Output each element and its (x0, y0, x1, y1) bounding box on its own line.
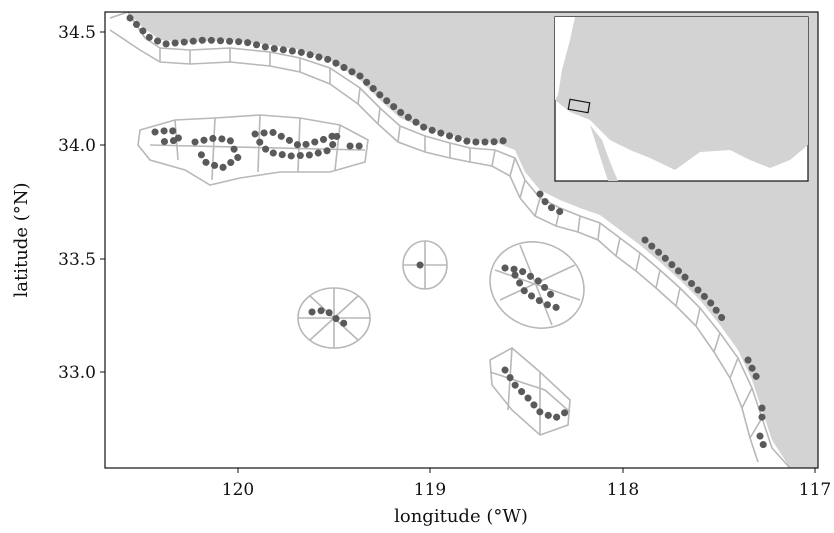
santa-barbara-island-cells (402, 240, 448, 290)
x-tick-label: 119 (414, 480, 446, 500)
mainland-track-south (536, 190, 770, 456)
y-tick-label: 34.0 (58, 136, 96, 156)
x-tick-label: 118 (607, 480, 639, 500)
y-tick-label: 33.5 (58, 250, 96, 270)
x-tick-label: 120 (222, 480, 254, 500)
northern-islands-track (151, 126, 366, 172)
plot-frame (104, 11, 819, 469)
coastal-grid-cells (109, 11, 791, 469)
inset-map (554, 16, 809, 182)
y-tick-label: 33.0 (58, 363, 96, 383)
san-nicolas-island-track (308, 306, 356, 330)
y-axis: 33.0 33.5 34.0 34.5 latitude (°N) (11, 23, 105, 383)
y-axis-title: latitude (°N) (11, 183, 32, 298)
x-axis-title: longitude (°W) (394, 506, 528, 527)
santa-catalina-island-cells (489, 241, 585, 329)
santa-catalina-island-track (501, 264, 562, 312)
y-tick-label: 34.5 (58, 23, 96, 43)
santa-barbara-island-track (416, 261, 432, 272)
x-axis: 120 119 118 117 longitude (°W) (222, 468, 831, 527)
survey-points (126, 14, 770, 456)
mainland-track (126, 14, 514, 146)
san-clemente-island-track (501, 366, 570, 422)
san-clemente-island-cells (489, 347, 571, 436)
inset-study-area-box (567, 98, 591, 114)
x-tick-label: 117 (799, 480, 831, 500)
northern-islands-cells (137, 114, 369, 186)
